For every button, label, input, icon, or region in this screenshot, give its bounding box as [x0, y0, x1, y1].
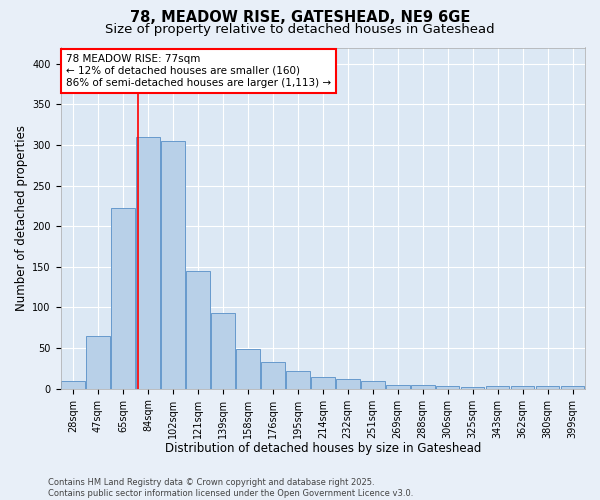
Bar: [61, 380, 85, 388]
Bar: [511, 386, 535, 388]
Bar: [136, 137, 160, 388]
Bar: [336, 379, 359, 388]
Bar: [236, 349, 260, 389]
Bar: [411, 384, 434, 388]
Bar: [286, 371, 310, 388]
Bar: [461, 387, 484, 388]
Bar: [261, 362, 284, 388]
Bar: [161, 141, 185, 388]
Text: 78, MEADOW RISE, GATESHEAD, NE9 6GE: 78, MEADOW RISE, GATESHEAD, NE9 6GE: [130, 10, 470, 25]
Text: Size of property relative to detached houses in Gateshead: Size of property relative to detached ho…: [105, 22, 495, 36]
Bar: [111, 208, 135, 388]
Bar: [186, 271, 210, 388]
X-axis label: Distribution of detached houses by size in Gateshead: Distribution of detached houses by size …: [164, 442, 481, 455]
Y-axis label: Number of detached properties: Number of detached properties: [15, 125, 28, 311]
Bar: [211, 313, 235, 388]
Bar: [386, 384, 410, 388]
Bar: [560, 386, 584, 388]
Text: Contains HM Land Registry data © Crown copyright and database right 2025.
Contai: Contains HM Land Registry data © Crown c…: [48, 478, 413, 498]
Bar: [86, 336, 110, 388]
Bar: [436, 386, 460, 388]
Text: 78 MEADOW RISE: 77sqm
← 12% of detached houses are smaller (160)
86% of semi-det: 78 MEADOW RISE: 77sqm ← 12% of detached …: [66, 54, 331, 88]
Bar: [311, 376, 335, 388]
Bar: [536, 386, 559, 388]
Bar: [361, 380, 385, 388]
Bar: [486, 386, 509, 388]
